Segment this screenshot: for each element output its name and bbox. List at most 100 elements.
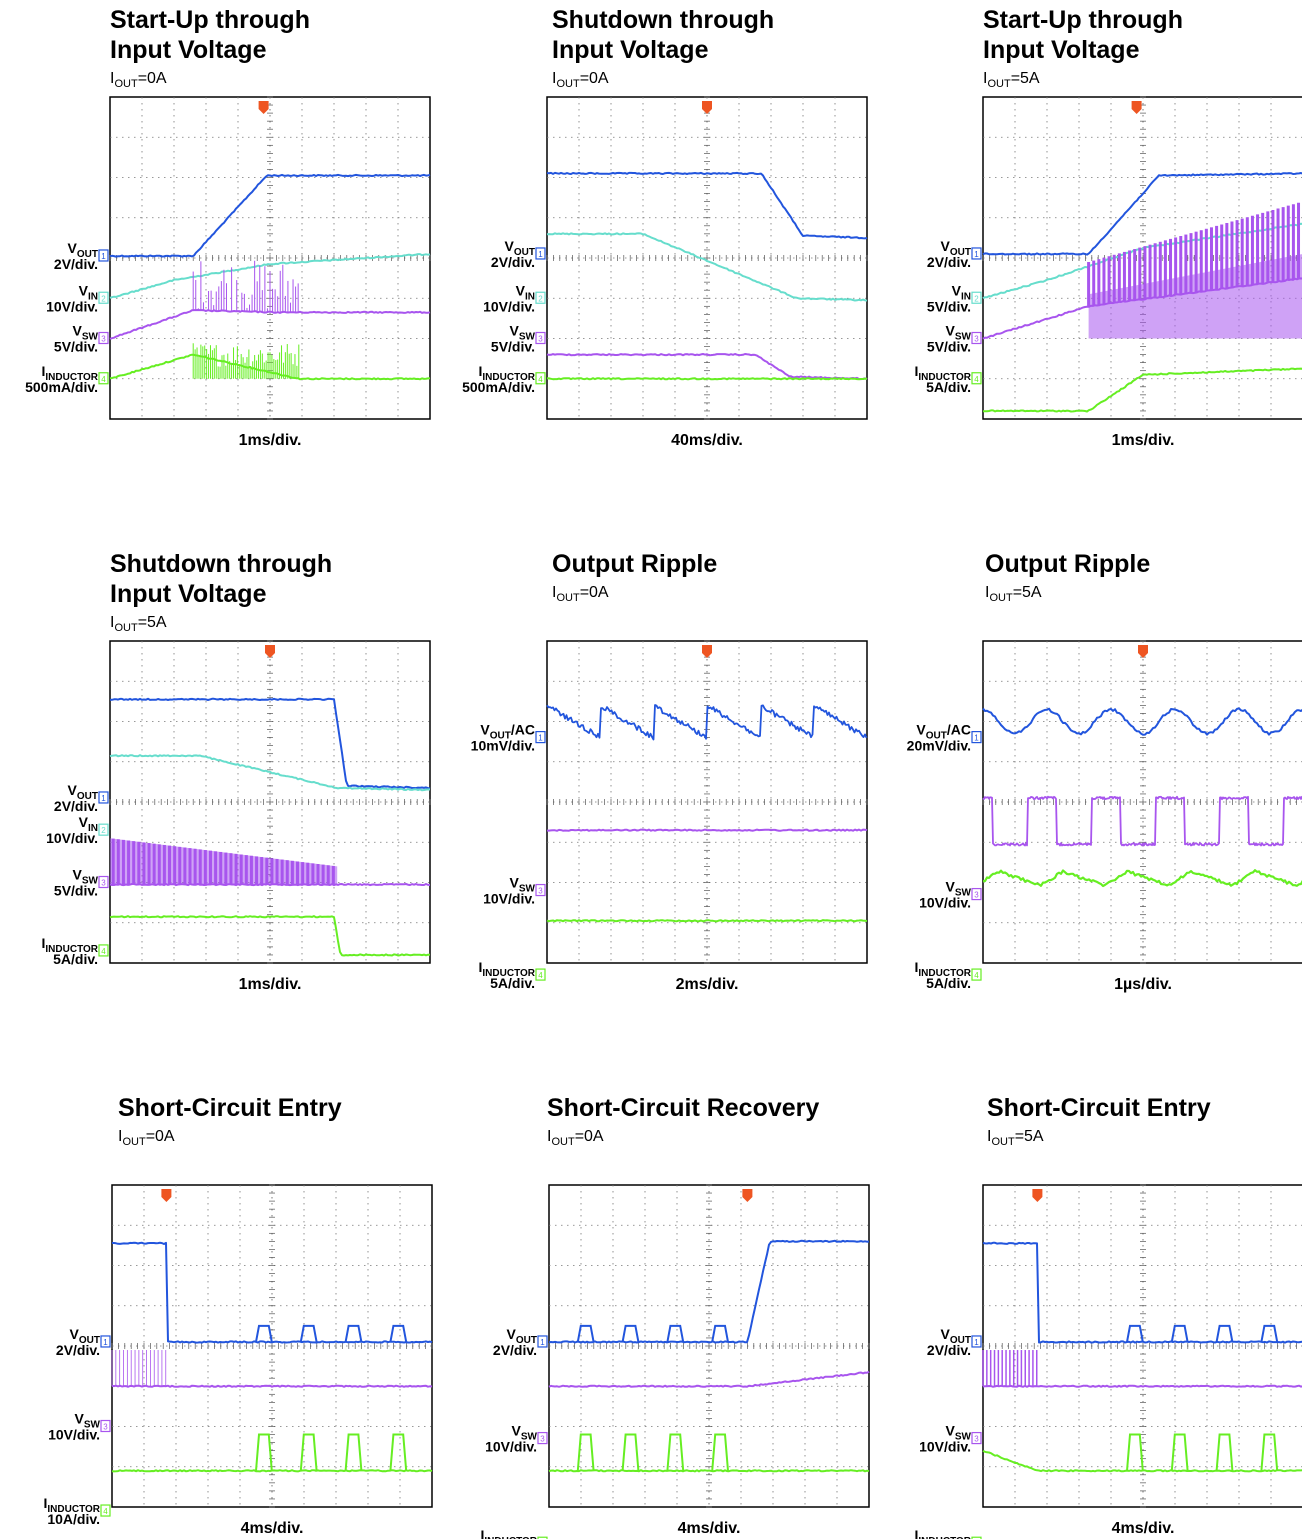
- hiccup-pulse: [1260, 1324, 1279, 1343]
- iind-switching-spikes: [192, 343, 300, 379]
- scope-screen: [982, 1184, 1302, 1508]
- trigger-marker-icon: [265, 645, 275, 658]
- time-scale-label: 1ms/div.: [1112, 432, 1175, 449]
- hiccup-pulse: [344, 1433, 363, 1471]
- channel-number: 1: [974, 734, 979, 743]
- time-scale-label: 1ms/div.: [239, 432, 302, 449]
- channel-marker-icon: [535, 247, 546, 260]
- scope-screen: [111, 1184, 433, 1508]
- channel-scale: 2V/div.: [927, 254, 971, 270]
- channel-name: IINDUCTOR: [915, 959, 972, 979]
- trace-vsw: [546, 353, 868, 381]
- channel-marker-icon: [100, 1335, 111, 1348]
- channel-scale: 10V/div.: [919, 895, 971, 911]
- scope-screen: [109, 96, 431, 420]
- channel-scale: 10A/div.: [47, 1511, 100, 1527]
- trace-vin: [546, 232, 868, 302]
- channel-marker-icon: [100, 1419, 111, 1433]
- time-scale-label: 4ms/div.: [1112, 1520, 1175, 1537]
- channel-name: IINDUCTOR: [44, 1495, 101, 1515]
- scope-title-line: Input Voltage: [983, 36, 1140, 64]
- hiccup-pulse: [344, 1324, 363, 1343]
- channel-scale: 10V/div.: [46, 830, 98, 846]
- scope-screen: [109, 640, 431, 964]
- channel-scale: 2V/div.: [493, 1342, 537, 1358]
- channel-scale: 2V/div.: [54, 798, 98, 814]
- channel-name: VIN: [952, 282, 971, 302]
- channel-number: 2: [101, 826, 106, 835]
- channel-number: 3: [101, 879, 106, 888]
- channel-name: VOUT: [941, 1326, 971, 1346]
- channel-scale: 5A/div.: [926, 379, 971, 395]
- trace-vsw: [982, 1384, 1302, 1388]
- channel-marker-icon: [98, 823, 109, 836]
- scope-title-line: Input Voltage: [110, 36, 267, 64]
- trigger-marker-icon: [1032, 1189, 1043, 1202]
- channel-name: VSW: [946, 1423, 972, 1443]
- channel-number: 3: [538, 887, 543, 896]
- channel-name: VSW: [946, 323, 972, 343]
- channel-marker-icon: [535, 372, 546, 385]
- channel-name: IINDUCTOR: [479, 959, 536, 979]
- channel-name: VSW: [512, 1423, 538, 1443]
- channel-name: IINDUCTOR: [479, 363, 536, 383]
- trace-vout: [982, 172, 1302, 256]
- scope-condition: IOUT=5A: [985, 584, 1042, 604]
- channel-marker-icon: [971, 1431, 982, 1445]
- hiccup-pulse: [299, 1324, 318, 1343]
- channel-scale: 10V/div.: [46, 298, 98, 314]
- traces: [982, 707, 1302, 888]
- channel-name: VSW: [73, 867, 99, 887]
- channel-scale: 5V/div.: [54, 339, 98, 355]
- hiccup-pulse: [621, 1324, 640, 1343]
- channel-scale: 5V/div.: [927, 339, 971, 355]
- trace-vout: [109, 697, 431, 790]
- scope-condition: IOUT=5A: [987, 1128, 1044, 1148]
- channel-scale: 2V/div.: [927, 1342, 971, 1358]
- channel-number: 3: [974, 335, 979, 344]
- channel-name: VIN: [79, 814, 98, 834]
- trace-vout-ac: [546, 704, 868, 741]
- trace-iinductor: [109, 915, 431, 957]
- channel-name: IINDUCTOR: [42, 935, 99, 955]
- channel-name: VSW: [73, 323, 99, 343]
- channel-name: VIN: [79, 282, 98, 302]
- trace-vin: [109, 253, 431, 299]
- hiccup-pulse: [299, 1433, 318, 1471]
- channel-number: 4: [101, 947, 106, 956]
- channel-name: VOUT: [941, 238, 971, 258]
- channel-scale: 5A/div.: [490, 975, 535, 991]
- scope-screen: [982, 96, 1302, 420]
- time-scale-label: 2ms/div.: [676, 976, 739, 993]
- scope-condition: IOUT=5A: [110, 614, 167, 634]
- channel-name: IINDUCTOR: [42, 363, 99, 383]
- channel-marker-icon: [98, 331, 109, 345]
- channel-number: 4: [538, 375, 543, 384]
- vsw-switching-spikes: [192, 260, 299, 313]
- hiccup-pulse: [666, 1433, 685, 1471]
- channel-marker-icon: [98, 249, 109, 262]
- channel-scale: 500mA/div.: [462, 379, 535, 395]
- channel-name: VSW: [946, 879, 972, 899]
- channel-scale: 5V/div.: [54, 883, 98, 899]
- trace-vout-ac: [982, 707, 1302, 736]
- trace-iinductor: [546, 377, 868, 381]
- traces: [109, 173, 431, 381]
- channel-marker-icon: [98, 372, 109, 385]
- channel-marker-icon: [98, 944, 109, 957]
- traces: [982, 1241, 1302, 1473]
- channel-number: 1: [538, 734, 543, 743]
